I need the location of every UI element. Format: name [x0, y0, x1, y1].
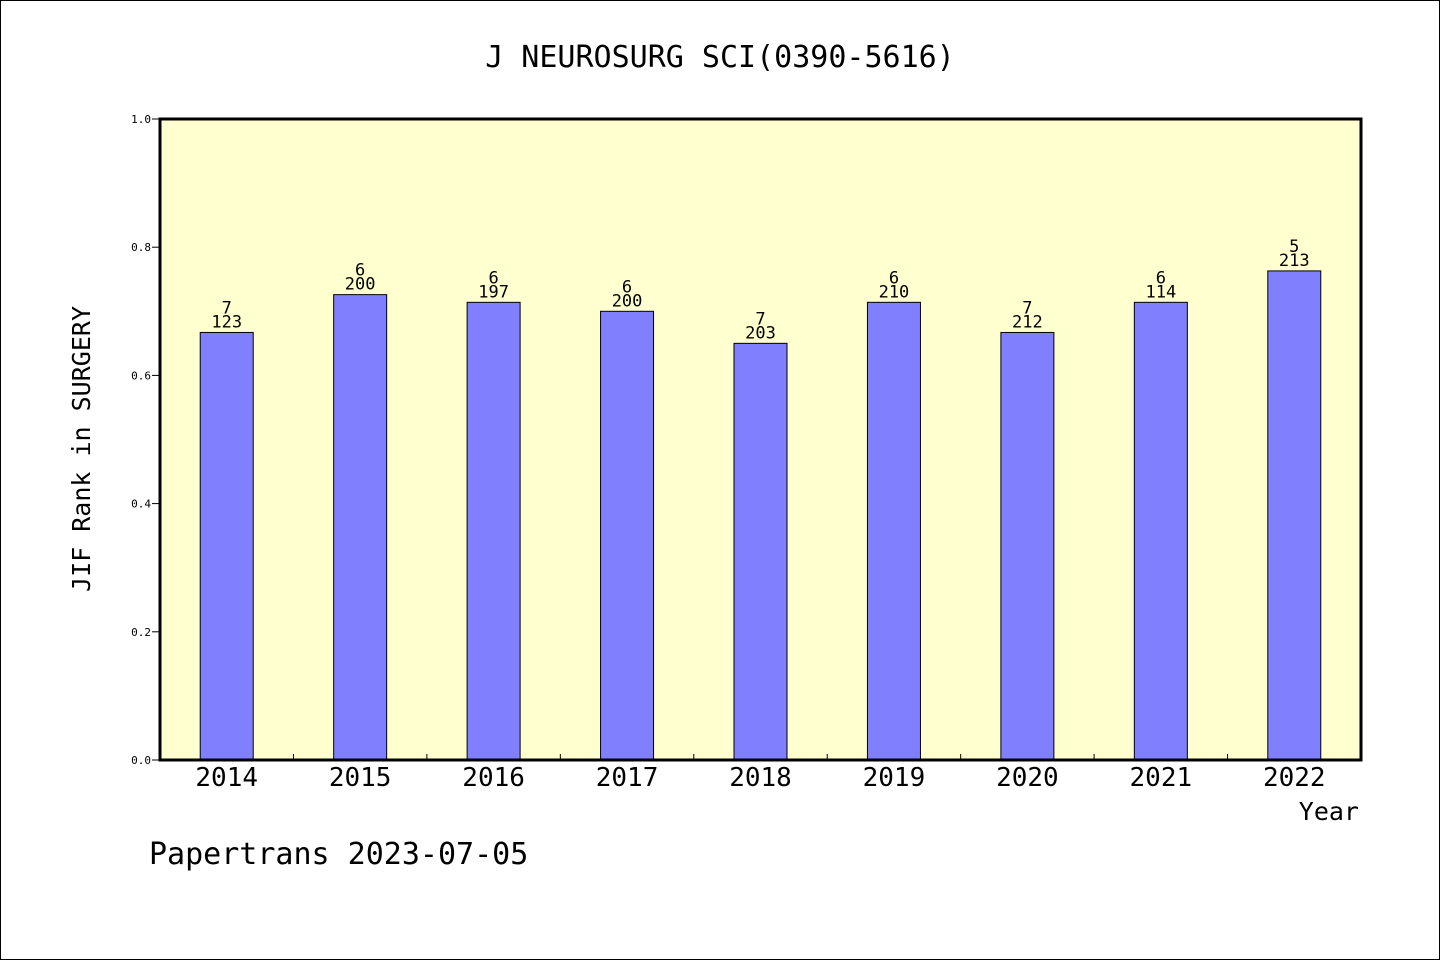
bar-total-label: 213 — [1279, 251, 1310, 271]
x-axis-label: Year — [1299, 797, 1359, 826]
bar-rank-label: 6 — [488, 268, 498, 288]
bar — [1000, 331, 1055, 761]
y-tick-label: 1.0 — [131, 113, 151, 126]
x-axis: 2014 2015 2016 2017 2018 2019 2020 2021 2022 — [195, 754, 1326, 793]
x-tick-label: 2017 — [596, 763, 659, 793]
bar-rank-label: 6 — [622, 277, 632, 297]
bar — [600, 310, 655, 761]
bar-total-label: 200 — [345, 275, 376, 295]
bar-total-label: 200 — [612, 291, 643, 311]
y-tick-label: 0.8 — [131, 241, 151, 254]
y-tick-label: 0.2 — [131, 626, 151, 639]
bar-rank-label: 7 — [222, 298, 232, 318]
bar-total-label: 197 — [478, 282, 509, 302]
bar-rank-label: 6 — [355, 261, 365, 281]
y-axis: 0.0 0.2 0.4 0.6 0.8 1.0 — [131, 113, 160, 767]
bar — [199, 331, 254, 761]
x-tick-label: 2014 — [195, 763, 258, 793]
bar-rank-label: 5 — [1289, 237, 1299, 257]
bar-rank-label: 7 — [755, 309, 765, 329]
x-tick-label: 2019 — [863, 763, 926, 793]
chart-title: J NEUROSURG SCI(0390-5616) — [485, 40, 955, 75]
bar-total-label: 114 — [1145, 282, 1176, 302]
x-tick-label: 2016 — [462, 763, 525, 793]
bars-group — [199, 270, 1322, 761]
y-tick-label: 0.6 — [131, 369, 151, 382]
bar — [466, 301, 521, 761]
plot-border — [158, 117, 1363, 762]
bar — [866, 301, 921, 761]
bar-total-label: 210 — [879, 282, 910, 302]
y-axis-label: JIF Rank in SURGERY — [67, 306, 96, 592]
bar-rank-label: 6 — [889, 268, 899, 288]
bar-rank-label: 7 — [1022, 298, 1032, 318]
bar — [1267, 270, 1322, 761]
bar-total-label: 123 — [211, 312, 242, 332]
bar-rank-label: 6 — [1156, 268, 1166, 288]
bar — [333, 294, 388, 761]
y-tick-label: 0.0 — [131, 754, 151, 767]
bar-total-label: 212 — [1012, 312, 1043, 332]
y-tick-label: 0.4 — [131, 498, 151, 511]
x-tick-label: 2018 — [729, 763, 792, 793]
bar-total-label: 203 — [745, 323, 776, 343]
bar — [1133, 301, 1188, 761]
footer-credit: Papertrans 2023-07-05 — [149, 837, 528, 872]
bar — [733, 342, 788, 761]
x-tick-label: 2022 — [1263, 763, 1326, 793]
x-tick-label: 2021 — [1130, 763, 1193, 793]
x-tick-label: 2015 — [329, 763, 392, 793]
x-tick-label: 2020 — [996, 763, 1059, 793]
